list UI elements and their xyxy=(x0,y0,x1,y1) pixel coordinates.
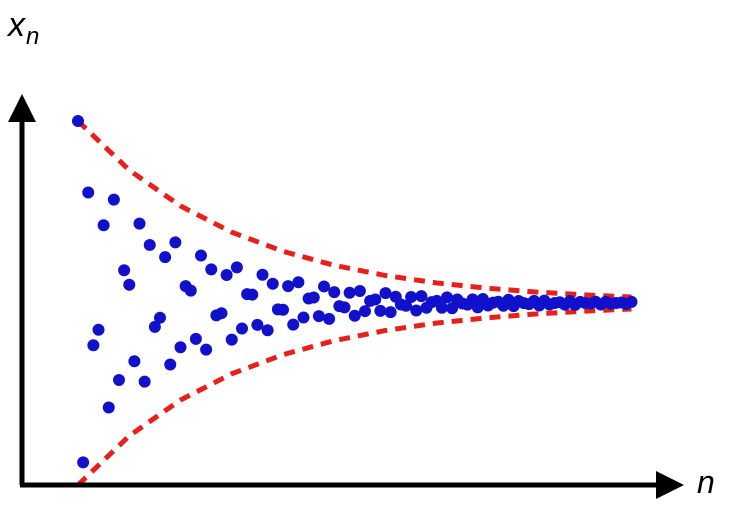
sample-point xyxy=(415,290,428,303)
sample-point xyxy=(379,287,392,300)
sample-point xyxy=(318,280,330,293)
sample-point xyxy=(441,291,453,304)
sample-point xyxy=(169,236,182,249)
sample-point xyxy=(369,293,382,306)
sample-point xyxy=(154,311,166,324)
y-axis-label: xn xyxy=(8,8,39,49)
sample-point xyxy=(261,324,274,337)
sample-point xyxy=(87,339,100,352)
sample-point xyxy=(148,320,161,333)
sample-point xyxy=(113,373,125,386)
sample-point xyxy=(159,251,172,264)
sample-point xyxy=(266,277,279,290)
lower-envelope-curve xyxy=(76,306,632,487)
sample-point xyxy=(246,288,259,301)
sample-point xyxy=(72,115,84,127)
sample-point xyxy=(118,264,131,277)
sample-point xyxy=(205,263,218,276)
sample-point xyxy=(287,318,300,331)
axes-group xyxy=(8,94,684,499)
sample-point xyxy=(277,303,289,316)
y-axis-label-symbol: x xyxy=(8,6,25,44)
sample-point xyxy=(446,302,459,315)
sample-point xyxy=(97,219,110,232)
sample-point xyxy=(435,301,448,314)
sample-point xyxy=(230,261,243,274)
sample-point xyxy=(338,301,351,314)
sample-point xyxy=(312,310,325,323)
y-axis-label-subscript: n xyxy=(26,23,40,51)
sample-point xyxy=(215,307,228,320)
upper-envelope-curve xyxy=(76,119,632,300)
sample-point xyxy=(405,290,418,303)
sample-point xyxy=(225,333,238,346)
sample-point xyxy=(343,286,356,299)
sample-point xyxy=(292,276,305,289)
sample-point xyxy=(353,284,366,297)
sample-point xyxy=(323,312,336,325)
sample-point xyxy=(195,249,207,262)
sample-point xyxy=(400,299,412,312)
sample-point xyxy=(143,238,156,251)
sample-point xyxy=(92,323,105,336)
sample-point xyxy=(107,193,120,206)
sample-point xyxy=(184,284,197,297)
y-axis-arrowhead xyxy=(8,94,36,122)
sample-point xyxy=(328,286,341,299)
sample-points-group xyxy=(72,115,638,469)
sample-point xyxy=(189,332,202,345)
sample-point xyxy=(251,318,264,331)
sample-point xyxy=(200,343,213,356)
sample-point xyxy=(384,306,397,319)
sample-point xyxy=(256,268,269,281)
sample-point xyxy=(174,341,187,354)
sample-point xyxy=(102,401,115,414)
sample-point xyxy=(164,358,177,371)
sample-point xyxy=(282,280,295,293)
sample-point xyxy=(307,291,320,304)
sample-point xyxy=(138,375,151,388)
sample-point xyxy=(77,456,90,469)
sample-point xyxy=(123,278,136,291)
x-axis-arrowhead xyxy=(656,471,684,499)
x-axis-label: n xyxy=(697,464,715,500)
sample-point xyxy=(359,305,371,318)
sample-point xyxy=(128,355,141,368)
sample-point xyxy=(133,217,146,230)
sample-point xyxy=(236,322,248,335)
sample-point xyxy=(374,304,387,317)
sample-point xyxy=(625,295,638,308)
sample-point xyxy=(410,304,423,317)
sample-point xyxy=(82,186,95,199)
sample-point xyxy=(348,309,361,322)
sample-point xyxy=(220,268,233,281)
sample-point xyxy=(297,311,310,324)
